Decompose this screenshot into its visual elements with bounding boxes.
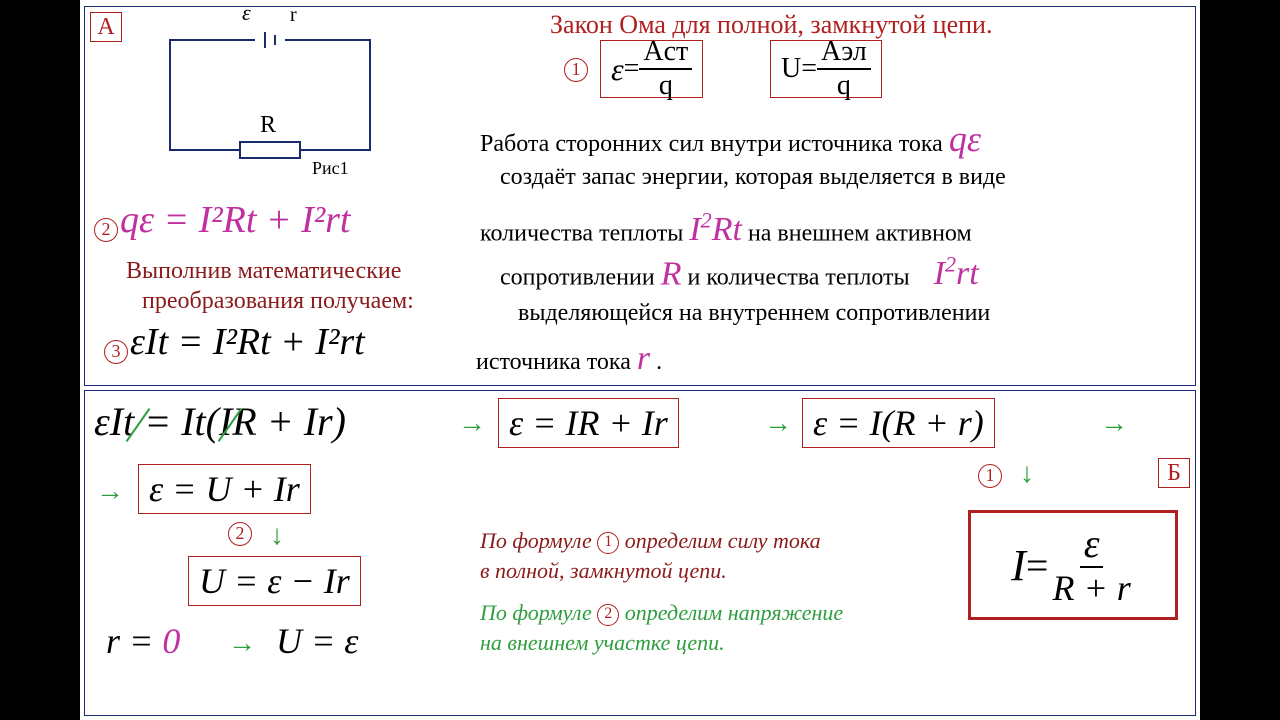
strike-it xyxy=(210,404,250,444)
line1-b: qε xyxy=(949,119,981,159)
page: А ε r R Рис1 Закон Ома для полной, замкн… xyxy=(80,0,1200,720)
line4-d: I xyxy=(934,255,945,292)
line3-b2: Rt xyxy=(712,211,742,248)
n1b: определим силу тока xyxy=(625,528,821,553)
line4-a: сопротивлении xyxy=(500,264,661,290)
note-2-line1: По формуле 2 определим напряжение xyxy=(480,600,843,626)
text-line-5: выделяющейся на внутреннем сопротивлении xyxy=(518,300,990,327)
note2-marker: 2 xyxy=(597,604,619,626)
arrow-1: → xyxy=(458,408,486,440)
final-num: ε xyxy=(1084,521,1100,566)
line3-b: I xyxy=(689,211,700,248)
equation-3: εIt = I²Rt + I²rt xyxy=(130,320,365,364)
line4-b: R xyxy=(661,255,682,292)
marker-2: 2 xyxy=(94,218,118,242)
marker-1: 1 xyxy=(564,58,588,82)
text-line-6: источника тока r . xyxy=(476,340,662,378)
u-fraction: Aэл q xyxy=(817,38,871,100)
box-eq-2: ε = I(R + r) xyxy=(802,398,995,448)
marker-3: 3 xyxy=(104,340,128,364)
note1-marker: 1 xyxy=(597,532,619,554)
circuit-caption: Рис1 xyxy=(312,158,349,179)
transform-line-2: преобразования получаем: xyxy=(142,288,414,315)
rz-b: 0 xyxy=(162,621,180,661)
line6-a: источника тока xyxy=(476,349,637,375)
line6-c: . xyxy=(656,349,662,375)
n1a: По формуле xyxy=(480,528,597,553)
note-2-line2: на внешнем участке цепи. xyxy=(480,630,725,656)
final-i: I xyxy=(1011,540,1026,591)
panel-a-label: А xyxy=(90,12,122,42)
final-fraction: ε R + r xyxy=(1048,524,1134,606)
circuit-diagram xyxy=(160,20,400,180)
emf-fraction: Aст q xyxy=(639,38,692,100)
text-line-2: создаёт запас энергии, которая выделяетс… xyxy=(500,164,1006,191)
emf-den: q xyxy=(659,70,673,101)
u-symbol: U xyxy=(781,53,801,85)
circuit-big-r-label: R xyxy=(260,112,276,139)
final-formula-box: I = ε R + r xyxy=(968,510,1178,620)
line3-c: на внешнем активном xyxy=(748,220,972,246)
line4-c: и количества теплоты xyxy=(687,264,909,290)
note-1-line2: в полной, замкнутой цепи. xyxy=(480,558,727,584)
strike-eit xyxy=(118,404,158,444)
bottom-r-zero: r = 0 xyxy=(106,620,180,662)
arrow-6: → xyxy=(228,628,256,660)
marker-b2: 2 xyxy=(228,522,252,546)
arrow-4: → xyxy=(96,476,124,508)
u-num: Aэл xyxy=(821,36,867,67)
n2a: По формуле xyxy=(480,600,597,625)
u-den: q xyxy=(837,70,851,101)
arrow-2: → xyxy=(764,408,792,440)
text-line-1: Работа сторонних сил внутри источника то… xyxy=(480,118,981,160)
rz-a: r = xyxy=(106,621,162,661)
u-eq: = xyxy=(801,53,817,85)
formula-box-emf: ε = Aст q xyxy=(600,40,703,98)
box-eq-4: U = ε − Ir xyxy=(188,556,361,606)
line1-a: Работа сторонних сил внутри источника то… xyxy=(480,131,949,157)
arrow-5-down: ↓ xyxy=(270,520,284,552)
final-eq: = xyxy=(1026,542,1049,589)
emf-num: Aст xyxy=(643,36,688,67)
line6-b: r xyxy=(637,340,650,377)
circuit-eps-label: ε xyxy=(242,0,251,26)
arrow-3: → xyxy=(1100,408,1128,440)
circuit-r-label: r xyxy=(290,4,297,27)
transform-line-1: Выполнив математические xyxy=(126,258,401,285)
line4-d2: rt xyxy=(956,255,979,292)
bottom-u-eps: U = ε xyxy=(276,620,358,662)
emf-symbol: ε xyxy=(611,51,624,88)
line3-a: количества теплоты xyxy=(480,220,689,246)
text-line-3: количества теплоты I2Rt на внешнем актив… xyxy=(480,208,972,249)
emf-eq: = xyxy=(624,53,640,85)
formula-box-u: U = Aэл q xyxy=(770,40,882,98)
note-1-line1: По формуле 1 определим силу тока xyxy=(480,528,821,554)
n2b: определим напряжение xyxy=(625,600,843,625)
final-den: R + r xyxy=(1052,568,1130,608)
equation-2: qε = I²Rt + I²rt xyxy=(120,198,350,242)
text-line-4: сопротивлении R и количества теплоты I2r… xyxy=(500,252,979,293)
box-eq-1: ε = IR + Ir xyxy=(498,398,679,448)
panel-a-title: Закон Ома для полной, замкнутой цепи. xyxy=(550,10,992,40)
panel-b-label: Б xyxy=(1158,458,1190,488)
marker-b1: 1 xyxy=(978,464,1002,488)
box-eq-3: ε = U + Ir xyxy=(138,464,311,514)
arrow-7-down: ↓ xyxy=(1020,458,1034,490)
